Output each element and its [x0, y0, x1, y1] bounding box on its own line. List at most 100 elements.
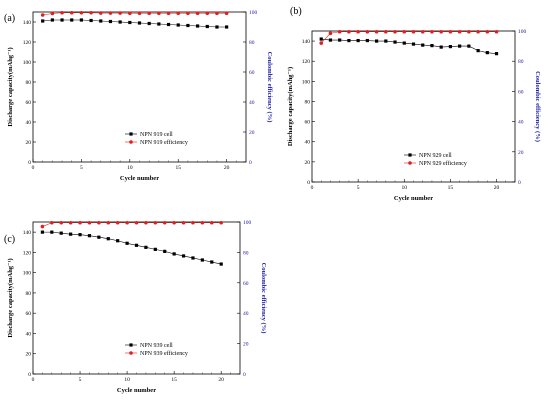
y-tick-label: 20 [26, 140, 32, 146]
capacity-point [215, 25, 219, 29]
efficiency-point [125, 220, 129, 225]
y2-axis-label: Coulombic efficiency (%) [266, 52, 273, 123]
capacity-point [128, 20, 132, 25]
x-tick-label: 0 [32, 377, 35, 383]
efficiency-point [98, 11, 103, 15]
efficiency-point [69, 10, 74, 15]
y2-tick-label: 20 [249, 130, 255, 136]
capacity-point [108, 19, 113, 24]
capacity-point [78, 233, 82, 237]
capacity-point [319, 37, 323, 41]
y-tick-label: 100 [23, 271, 32, 277]
capacity-point [144, 245, 148, 249]
y-tick-label: 60 [305, 120, 311, 126]
x-tick-label: 20 [494, 185, 500, 191]
efficiency-point [176, 11, 181, 15]
efficiency-point [40, 13, 45, 17]
capacity-point [134, 243, 139, 247]
y2-tick-label: 40 [518, 120, 524, 126]
efficiency-point [147, 11, 151, 15]
x-tick-label: 0 [311, 185, 314, 191]
efficiency-point [439, 29, 443, 34]
x-tick-label: 10 [127, 165, 133, 171]
efficiency-point [118, 11, 122, 15]
efficiency-point [59, 220, 64, 225]
x-tick-label: 15 [175, 165, 181, 171]
efficiency-point [40, 224, 45, 229]
y-tick-label: 80 [305, 99, 311, 105]
y-tick-label: 120 [23, 40, 32, 46]
capacity-point [365, 38, 369, 43]
capacity-point [328, 38, 333, 42]
efficiency-point [328, 31, 333, 36]
efficiency-point [144, 220, 148, 225]
capacity-point [485, 51, 489, 55]
y-tick-label: 120 [302, 59, 311, 65]
x-tick-label: 5 [357, 185, 360, 191]
capacity-point [50, 18, 54, 22]
efficiency-point [137, 11, 142, 15]
y-tick-label: 0 [28, 160, 31, 166]
efficiency-point [347, 29, 351, 34]
y-axis-label: Discharge capacity(mAhg⁻¹) [7, 258, 14, 337]
capacity-point [50, 230, 54, 234]
capacity-point [41, 19, 45, 23]
y-tick-label: 0 [28, 372, 31, 378]
efficiency-point [467, 29, 471, 34]
capacity-point [125, 241, 129, 245]
efficiency-point [402, 29, 407, 34]
capacity-point [402, 41, 406, 45]
efficiency-point [195, 11, 200, 15]
capacity-point [70, 18, 74, 22]
efficiency-point [172, 220, 176, 225]
y-tick-label: 60 [26, 311, 32, 317]
efficiency-point [162, 220, 167, 225]
capacity-point [163, 249, 167, 253]
efficiency-point [494, 29, 499, 34]
capacity-point [411, 42, 416, 46]
capacity-point [172, 252, 176, 256]
y2-tick-label: 40 [243, 311, 249, 317]
x-axis-label: Cycle number [117, 387, 156, 394]
y2-tick-label: 60 [243, 281, 249, 287]
efficiency-point [457, 29, 462, 34]
efficiency-point [153, 220, 158, 225]
capacity-point [476, 49, 480, 53]
panel-label: (c) [4, 234, 15, 245]
efficiency-point [393, 29, 397, 34]
legend-label: NPN 929 efficiency [419, 160, 467, 167]
legend-label: NPN 919 cell [140, 132, 173, 138]
efficiency-point [485, 29, 490, 34]
efficiency-point [50, 220, 54, 225]
capacity-point [200, 258, 204, 262]
chart-panel: (b) 0 5 10 15 20 0 20 40 60 80 100 120 140 0 20 40 60 80 10… [287, 6, 541, 202]
efficiency-point [181, 220, 186, 225]
efficiency-point [430, 29, 434, 34]
y-tick-label: 40 [305, 140, 311, 146]
x-tick-label: 10 [124, 377, 130, 383]
efficiency-point [115, 220, 120, 225]
capacity-point [191, 256, 195, 260]
efficiency-point [219, 220, 223, 225]
efficiency-point [157, 11, 161, 15]
y2-tick-label: 60 [249, 70, 255, 76]
capacity-point [79, 18, 84, 22]
legend-marker [129, 140, 133, 144]
efficiency-point [134, 220, 139, 225]
capacity-point [195, 24, 200, 28]
capacity-point [176, 23, 180, 27]
x-axis-label: Cycle number [120, 175, 159, 182]
capacity-point [99, 19, 103, 23]
efficiency-point [411, 29, 416, 34]
legend-marker [129, 132, 133, 136]
efficiency-point [205, 11, 210, 15]
y2-tick-label: 20 [243, 342, 249, 348]
y-tick-label: 100 [23, 60, 32, 66]
legend-marker [408, 161, 412, 165]
y-tick-label: 100 [302, 79, 311, 85]
efficiency-point [448, 29, 453, 34]
capacity-point [40, 230, 45, 234]
capacity-point [181, 254, 186, 258]
capacity-point [421, 43, 425, 47]
